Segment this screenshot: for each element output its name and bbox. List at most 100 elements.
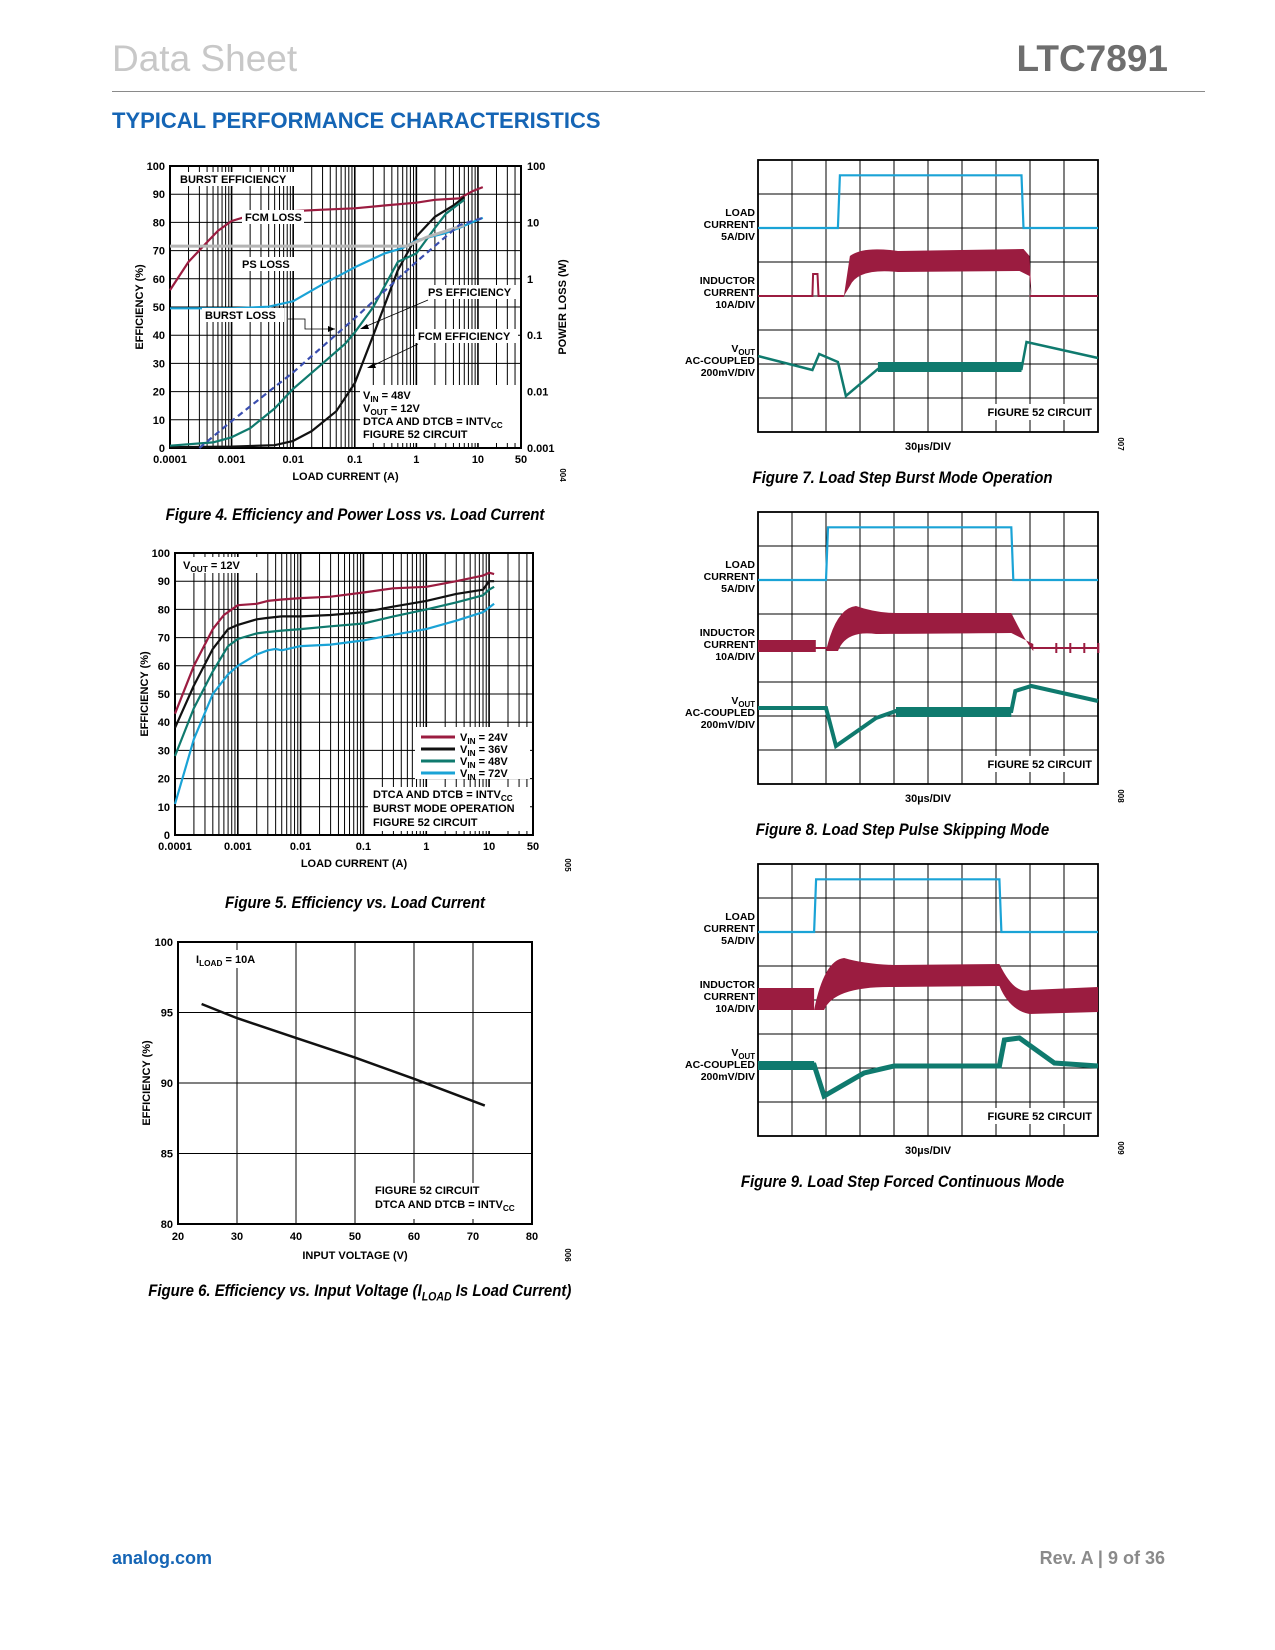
legend-label-part: V [460, 744, 468, 756]
series-line-vin-72v [173, 602, 495, 805]
note-dtc-part: DTCA AND DTCB = INTV [373, 789, 501, 801]
y-tick-label: 100 [152, 548, 170, 560]
caption-fig8: Figure 8. Load Step Pulse Skipping Mode [755, 820, 1050, 839]
channel-label-line3: 5A/DIV [721, 935, 755, 947]
header-divider [112, 91, 1205, 92]
trace-inductor-current-band [758, 988, 815, 1010]
legend-label: VIN = 72V [460, 768, 508, 782]
condition-dtc-part: DTCA AND DTCB = INTV [363, 416, 491, 428]
channel-label-line1: INDUCTOR [700, 979, 756, 991]
y-tick-label: 90 [161, 1078, 173, 1090]
series-line-efficiency [201, 1002, 486, 1107]
channel-label-line2: AC-COUPLED [685, 707, 755, 719]
caption-fig7: Figure 7. Load Step Burst Mode Operation [752, 468, 1053, 487]
iload-label-part: = 10A [222, 954, 255, 966]
caption-fig9: Figure 9. Load Step Forced Continuous Mo… [740, 1172, 1065, 1191]
channel-label-line1: VOUT [731, 695, 755, 709]
channel-label-line1-part: V [731, 343, 738, 355]
channel-label-line1: INDUCTOR [700, 275, 756, 287]
caption-fig4: Figure 4. Efficiency and Power Loss vs. … [165, 505, 545, 524]
vout-label-part: = 12V [208, 560, 241, 572]
note-circuit: FIGURE 52 CIRCUIT [375, 1185, 480, 1197]
channel-label-line2: CURRENT [704, 991, 756, 1003]
annotation-bg [415, 329, 518, 343]
x-tick-label: 80 [526, 1231, 538, 1243]
y2-tick-label: 0.1 [527, 330, 542, 342]
channel-label-line2: AC-COUPLED [685, 355, 755, 367]
annotation-leader-ps-eff [361, 299, 429, 329]
x-tick-label: 0.0001 [158, 841, 192, 853]
annotation-bg [360, 385, 520, 443]
annotation-bg [177, 172, 297, 186]
condition-vout-part: = 12V [388, 403, 421, 415]
y-tick-label: 30 [153, 358, 165, 370]
y-tick-label: 30 [158, 745, 170, 757]
trace-load-current [758, 526, 1098, 582]
annotation-bg [370, 1183, 530, 1219]
trace-load-current [758, 174, 1098, 230]
trace-load-current [758, 878, 1098, 934]
channel-label-line3: 5A/DIV [721, 231, 755, 243]
x-tick-label: 0.001 [218, 454, 246, 466]
caption-fig6-end: Is Load Current) [451, 1281, 572, 1300]
series-line-fcm-efficiency [169, 196, 465, 449]
vout-label-part: OUT [190, 565, 207, 574]
x-axis-label: LOAD CURRENT (A) [301, 858, 408, 870]
series-line-vin-24v [173, 571, 495, 715]
channel-label-line2: CURRENT [704, 219, 756, 231]
series-line-burst-efficiency [169, 186, 484, 291]
section-title: TYPICAL PERFORMANCE CHARACTERISTICS [112, 108, 601, 133]
annotation-bg [180, 557, 258, 573]
channel-label-line3: 5A/DIV [721, 583, 755, 595]
x-axis-label: INPUT VOLTAGE (V) [302, 1250, 408, 1262]
channel-label-line1-part: OUT [738, 348, 755, 357]
condition-vin-part: V [363, 390, 371, 402]
y-tick-label: 70 [153, 246, 165, 258]
x-tick-label: 50 [349, 1231, 361, 1243]
chart-fig5: 0 10 20 30 40 50 60 70 80 90 100 0.0001 0.001 0.01 0.1… [139, 548, 572, 872]
time-division-label: 30µs/DIV [905, 793, 952, 805]
x-tick-label: 1 [423, 841, 429, 853]
time-division-label: 30µs/DIV [905, 1145, 952, 1157]
trace-vout-ripple [896, 707, 1012, 717]
x-tick-label: 50 [527, 841, 539, 853]
y2-tick-label: 1 [527, 274, 533, 286]
x-tick-label: 1 [413, 454, 419, 466]
channel-label-line1-part: OUT [738, 1052, 755, 1061]
footer-link[interactable]: analog.com [112, 1548, 213, 1568]
channel-label-line2: CURRENT [704, 571, 756, 583]
channel-label-line1: INDUCTOR [700, 627, 756, 639]
condition-dtc: DTCA AND DTCB = INTVCC [363, 416, 503, 430]
x-tick-label: 20 [172, 1231, 184, 1243]
trace-vout-ripple [877, 362, 1022, 372]
legend-label: VIN = 36V [460, 744, 508, 758]
condition-vout-part: OUT [370, 408, 387, 417]
y-tick-label: 60 [158, 661, 170, 673]
y2-axis-label: POWER LOSS (W) [557, 259, 569, 355]
y-axis-label: EFFICIENCY (%) [134, 264, 146, 350]
condition-dtc-part: CC [491, 421, 503, 430]
annotation-fcm-loss: FCM LOSS [245, 212, 302, 224]
y-tick-label: 70 [158, 633, 170, 645]
y-tick-label: 100 [155, 937, 173, 949]
x-tick-label: 40 [290, 1231, 302, 1243]
legend-label-part: V [460, 768, 468, 780]
arrow-head-icon [367, 363, 376, 368]
annotation-leader-fcm-eff [369, 343, 419, 368]
x-tick-label: 0.0001 [153, 454, 187, 466]
trace-inductor-current-envelope [826, 606, 1034, 651]
y-axis-label: EFFICIENCY (%) [139, 651, 151, 737]
x-tick-label: 0.1 [347, 454, 362, 466]
legend-label-part: V [460, 756, 468, 768]
y2-tick-label: 0.01 [527, 387, 548, 399]
channel-label-line3: 200mV/DIV [701, 1071, 755, 1083]
channel-label-line1: VOUT [731, 343, 755, 357]
y-tick-label: 85 [161, 1149, 173, 1161]
y-tick-label: 100 [147, 161, 165, 173]
annotation-leader-burst-loss [288, 318, 335, 330]
legend-label-part: = 72V [476, 768, 509, 780]
figure-id: 008 [1116, 789, 1125, 803]
condition-vin-part: = 48V [379, 390, 412, 402]
circuit-label: FIGURE 52 CIRCUIT [987, 407, 1092, 419]
plot-frame [169, 165, 522, 449]
